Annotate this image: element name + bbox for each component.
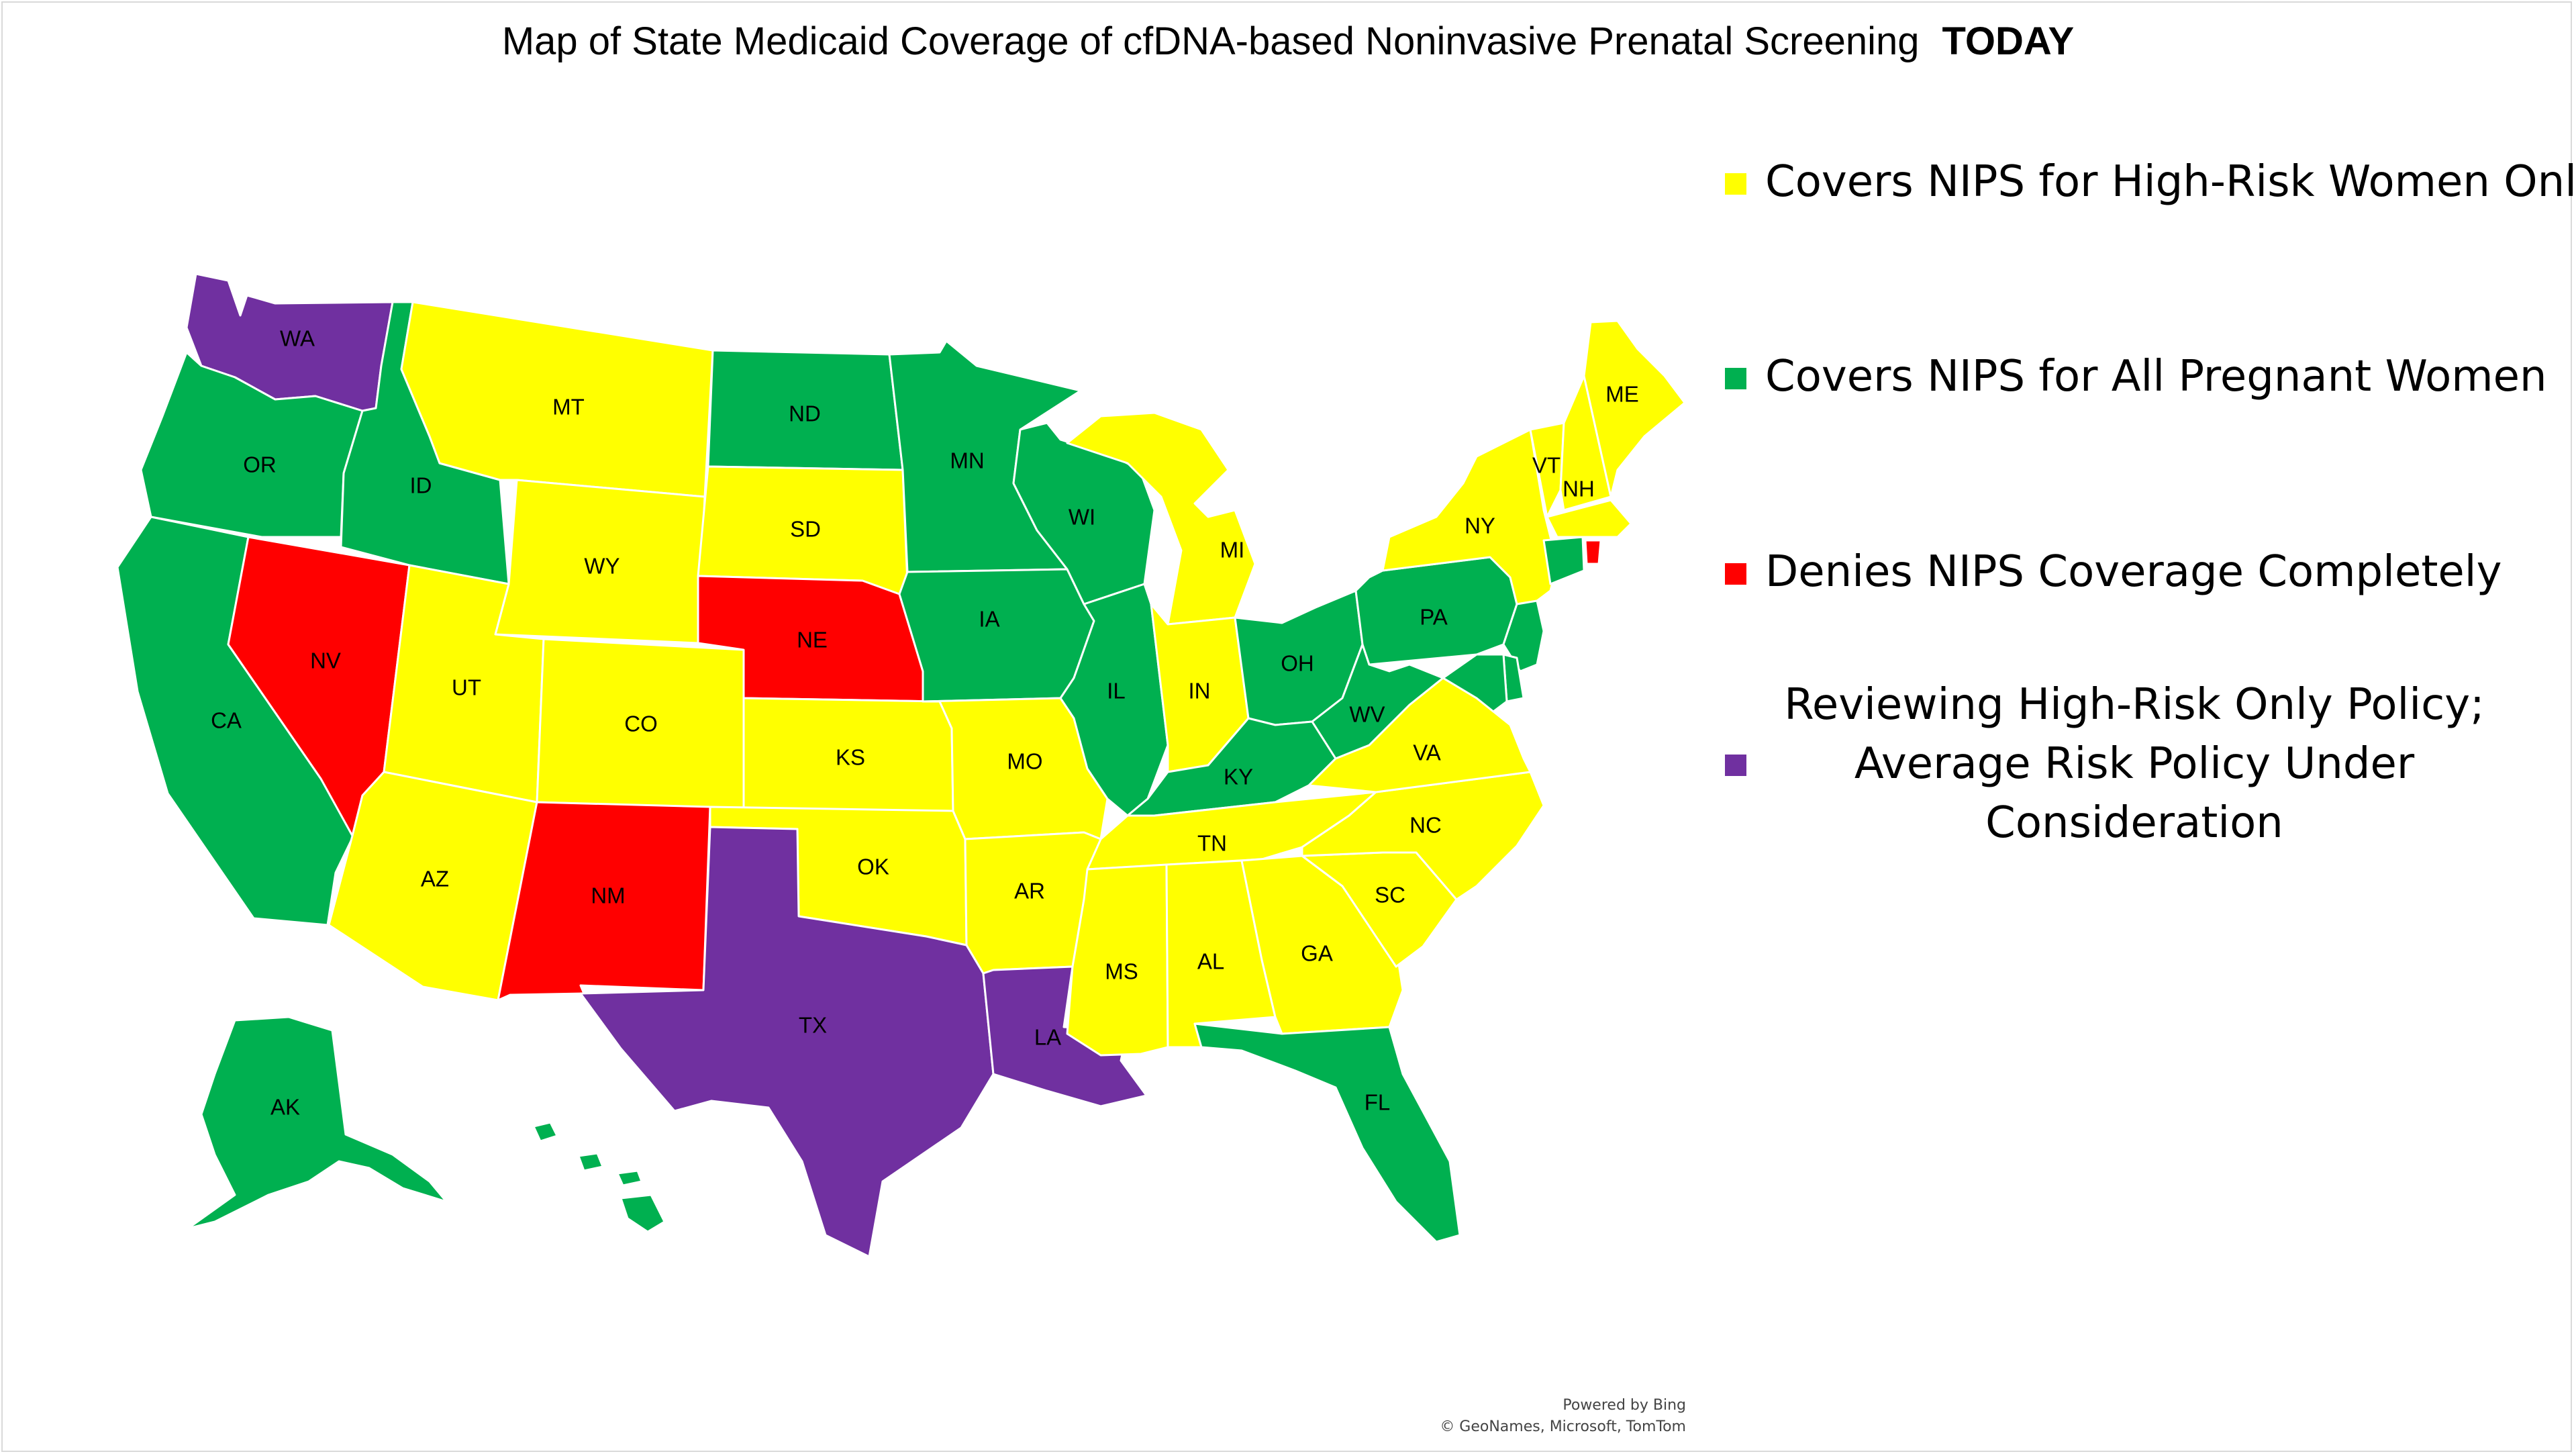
- state-label-ak: AK: [270, 1095, 300, 1120]
- state-label-co: CO: [624, 712, 658, 736]
- legend-label-reviewing-line-3: Consideration: [1985, 798, 2283, 848]
- legend-label-high-risk: Covers NIPS for High-Risk Women Only: [1765, 157, 2576, 207]
- state-label-va: VA: [1413, 740, 1441, 765]
- state-label-ny: NY: [1465, 514, 1495, 538]
- state-ma[interactable]: [1546, 499, 1632, 538]
- state-label-in: IN: [1189, 679, 1211, 703]
- state-label-il: IL: [1107, 679, 1126, 703]
- state-label-oh: OH: [1281, 651, 1314, 676]
- state-label-me: ME: [1605, 382, 1639, 407]
- map-title: Map of State Medicaid Coverage of cfDNA-…: [0, 19, 2576, 64]
- state-hi-2[interactable]: [577, 1152, 604, 1172]
- state-fl[interactable]: [1193, 1022, 1461, 1243]
- state-label-mn: MN: [950, 448, 984, 473]
- state-label-mo: MO: [1007, 749, 1042, 774]
- state-label-ne: NE: [797, 628, 828, 652]
- state-label-nh: NH: [1563, 477, 1595, 501]
- state-label-nc: NC: [1409, 813, 1442, 838]
- map-title-emphasis: TODAY: [1942, 19, 2075, 63]
- state-la[interactable]: [982, 965, 1148, 1108]
- attribution-powered-by: Powered by Bing: [1563, 1397, 1686, 1414]
- state-me[interactable]: [1583, 320, 1686, 498]
- state-label-mt: MT: [552, 395, 585, 420]
- state-label-wv: WV: [1349, 702, 1385, 727]
- state-label-la: LA: [1034, 1025, 1061, 1050]
- state-label-id: ID: [410, 473, 432, 498]
- legend-label-reviewing: Reviewing High-Risk Only Policy; Average…: [1765, 675, 2504, 853]
- map-attribution: Powered by Bing © GeoNames, Microsoft, T…: [1440, 1395, 1686, 1438]
- legend-swatch-reviewing: [1725, 755, 1746, 776]
- state-ct[interactable]: [1542, 536, 1585, 585]
- state-labels: WA OR CA ID NV MT WY UT AZ CO NM ND SD N…: [211, 326, 1639, 1120]
- state-md[interactable]: [1442, 653, 1508, 713]
- attribution-sources: © GeoNames, Microsoft, TomTom: [1440, 1418, 1686, 1435]
- state-label-nd: ND: [789, 401, 821, 426]
- state-label-ar: AR: [1014, 879, 1045, 904]
- legend-label-denies: Denies NIPS Coverage Completely: [1765, 547, 2502, 597]
- state-label-ky: KY: [1224, 765, 1253, 789]
- state-label-ut: UT: [452, 675, 481, 700]
- state-hi-1[interactable]: [532, 1121, 558, 1143]
- state-label-ca: CA: [211, 708, 242, 733]
- state-label-pa: PA: [1420, 605, 1448, 630]
- legend-label-reviewing-line-1: Reviewing High-Risk Only Policy;: [1784, 680, 2485, 730]
- legend-label-reviewing-line-2: Average Risk Policy Under: [1854, 739, 2415, 789]
- state-label-sd: SD: [790, 517, 821, 542]
- state-ny[interactable]: [1381, 428, 1558, 605]
- legend-swatch-denies: [1725, 563, 1746, 585]
- state-nh[interactable]: [1559, 375, 1612, 512]
- state-label-ga: GA: [1301, 941, 1333, 966]
- state-ia[interactable]: [898, 568, 1095, 703]
- state-mi[interactable]: [1066, 411, 1256, 626]
- state-hi-3[interactable]: [616, 1169, 643, 1187]
- state-label-ia: IA: [979, 607, 999, 632]
- state-label-ms: MS: [1105, 959, 1138, 984]
- state-nj[interactable]: [1502, 599, 1545, 673]
- state-label-ks: KS: [836, 745, 865, 770]
- state-label-tx: TX: [799, 1013, 827, 1038]
- state-wy[interactable]: [494, 479, 706, 644]
- state-label-sc: SC: [1375, 883, 1405, 908]
- state-ms[interactable]: [1066, 863, 1169, 1057]
- state-tx[interactable]: [579, 826, 995, 1258]
- state-nc[interactable]: [1301, 771, 1545, 901]
- state-ri[interactable]: [1584, 539, 1602, 565]
- state-label-wa: WA: [280, 326, 315, 351]
- state-ak[interactable]: [187, 1016, 448, 1230]
- state-wi[interactable]: [1012, 422, 1156, 605]
- state-label-wy: WY: [584, 554, 620, 579]
- map-title-text: Map of State Medicaid Coverage of cfDNA-…: [501, 19, 1920, 63]
- state-label-al: AL: [1197, 949, 1224, 974]
- state-label-vt: VT: [1532, 453, 1561, 478]
- state-label-ok: OK: [857, 855, 889, 879]
- state-label-nm: NM: [591, 883, 625, 908]
- state-hi-4[interactable]: [620, 1194, 666, 1233]
- state-label-tn: TN: [1197, 831, 1227, 856]
- state-label-az: AZ: [421, 867, 449, 891]
- state-label-fl: FL: [1365, 1090, 1391, 1115]
- state-label-mi: MI: [1220, 538, 1245, 563]
- legend-swatch-all-pregnant: [1725, 368, 1746, 389]
- legend-swatch-high-risk: [1725, 173, 1746, 195]
- legend-label-all-pregnant: Covers NIPS for All Pregnant Women: [1765, 352, 2547, 401]
- state-label-or: OR: [243, 452, 277, 477]
- state-label-wi: WI: [1069, 505, 1095, 530]
- state-label-nv: NV: [310, 648, 341, 673]
